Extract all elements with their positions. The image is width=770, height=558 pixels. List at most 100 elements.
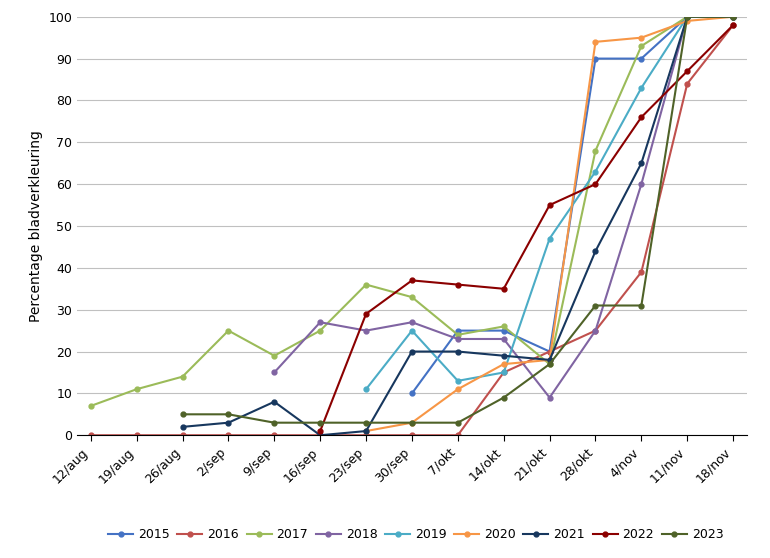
Line: 2017: 2017	[89, 15, 735, 408]
2020	[591, 39, 600, 45]
2023	[316, 420, 325, 426]
2016	[270, 432, 279, 439]
2021	[270, 398, 279, 405]
2015	[407, 390, 417, 397]
2018	[683, 13, 692, 20]
2019	[728, 13, 738, 20]
2016	[178, 432, 187, 439]
2017	[86, 403, 95, 410]
2019	[637, 84, 646, 91]
2016	[728, 22, 738, 28]
2021	[545, 357, 554, 363]
2021	[224, 420, 233, 426]
2019	[454, 377, 463, 384]
2021	[316, 432, 325, 439]
2016	[86, 432, 95, 439]
2015	[728, 13, 738, 20]
2022	[591, 181, 600, 187]
2020	[361, 427, 370, 434]
2021	[591, 248, 600, 254]
2018	[316, 319, 325, 326]
2022	[407, 277, 417, 283]
2019	[591, 169, 600, 175]
2023	[591, 302, 600, 309]
2022	[728, 22, 738, 28]
2015	[499, 327, 508, 334]
2020	[683, 17, 692, 24]
2021	[499, 353, 508, 359]
2023	[637, 302, 646, 309]
2021	[361, 427, 370, 434]
2018	[728, 13, 738, 20]
2018	[454, 336, 463, 343]
Line: 2021: 2021	[180, 15, 735, 437]
2016	[361, 432, 370, 439]
2017	[224, 327, 233, 334]
2017	[316, 327, 325, 334]
2022	[545, 201, 554, 208]
2016	[224, 432, 233, 439]
2016	[545, 348, 554, 355]
2020	[637, 34, 646, 41]
2016	[683, 80, 692, 87]
2019	[407, 327, 417, 334]
Line: 2016: 2016	[89, 23, 735, 437]
2021	[637, 160, 646, 166]
2017	[454, 331, 463, 338]
2018	[545, 394, 554, 401]
2023	[728, 13, 738, 20]
2023	[270, 420, 279, 426]
2016	[637, 268, 646, 275]
2017	[591, 147, 600, 154]
Line: 2019: 2019	[363, 15, 735, 392]
2023	[683, 13, 692, 20]
2022	[683, 68, 692, 74]
2023	[178, 411, 187, 417]
2017	[132, 386, 141, 393]
2015	[591, 55, 600, 62]
2019	[499, 369, 508, 376]
2015	[454, 327, 463, 334]
2017	[178, 373, 187, 380]
2019	[545, 235, 554, 242]
2021	[683, 13, 692, 20]
2020	[728, 13, 738, 20]
Line: 2022: 2022	[318, 23, 735, 434]
2017	[361, 281, 370, 288]
2021	[728, 13, 738, 20]
2016	[132, 432, 141, 439]
2020	[407, 420, 417, 426]
Legend: 2015, 2016, 2017, 2018, 2019, 2020, 2021, 2022, 2023: 2015, 2016, 2017, 2018, 2019, 2020, 2021…	[103, 523, 728, 546]
Line: 2015: 2015	[410, 15, 735, 396]
2023	[361, 420, 370, 426]
2018	[637, 181, 646, 187]
2015	[637, 55, 646, 62]
Line: 2023: 2023	[180, 15, 735, 425]
2021	[407, 348, 417, 355]
Y-axis label: Percentage bladverkleuring: Percentage bladverkleuring	[28, 130, 42, 322]
2020	[454, 386, 463, 393]
2020	[545, 357, 554, 363]
2018	[591, 327, 600, 334]
2018	[499, 336, 508, 343]
2018	[361, 327, 370, 334]
2016	[454, 432, 463, 439]
2019	[683, 13, 692, 20]
2023	[499, 394, 508, 401]
2017	[545, 361, 554, 368]
2015	[683, 13, 692, 20]
2017	[270, 353, 279, 359]
2022	[454, 281, 463, 288]
2023	[545, 361, 554, 368]
2017	[637, 42, 646, 49]
2023	[407, 420, 417, 426]
2015	[545, 348, 554, 355]
2016	[407, 432, 417, 439]
2016	[499, 369, 508, 376]
2020	[499, 361, 508, 368]
2016	[316, 432, 325, 439]
2022	[316, 427, 325, 434]
2023	[224, 411, 233, 417]
2022	[499, 285, 508, 292]
2022	[637, 114, 646, 121]
